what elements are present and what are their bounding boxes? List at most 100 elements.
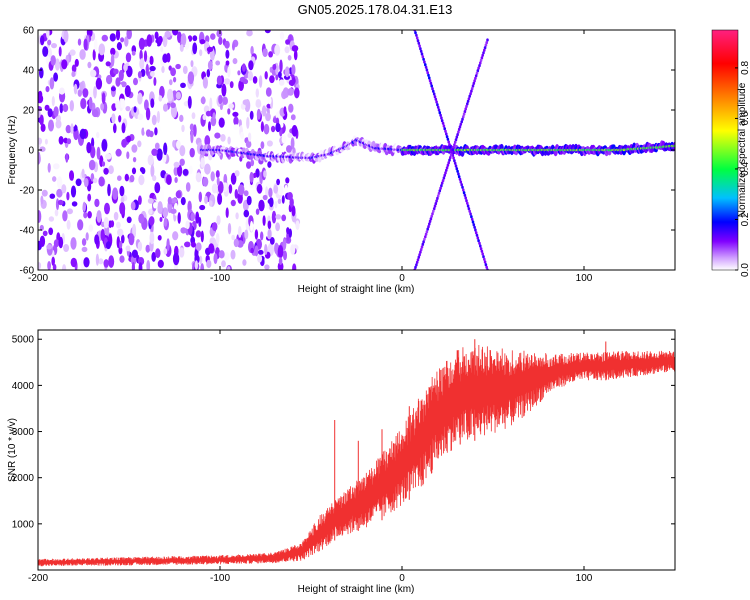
- noise-blob: [47, 162, 51, 173]
- noise-blob: [124, 85, 131, 98]
- noise-blob: [258, 249, 264, 255]
- noise-blob: [48, 227, 54, 236]
- crossing-line-1-mark: [435, 199, 438, 203]
- crossing-line-1-mark: [458, 125, 462, 129]
- noise-blob: [202, 114, 207, 121]
- crossing-line-0-mark: [441, 121, 445, 125]
- crossing-line-0-mark: [430, 84, 434, 88]
- noise-blob: [214, 132, 221, 139]
- crossing-line-1-mark: [470, 89, 473, 93]
- crossing-line-1-mark: [438, 189, 442, 193]
- noise-blob: [195, 211, 200, 224]
- noise-blob: [129, 174, 135, 183]
- noise-blob: [162, 34, 168, 48]
- noise-blob: [133, 77, 138, 86]
- noise-blob: [218, 250, 225, 259]
- noise-blob: [167, 88, 174, 102]
- crossing-line-1-mark: [456, 133, 459, 137]
- crossing-line-1-mark: [448, 158, 451, 162]
- noise-blob: [113, 68, 119, 75]
- noise-blob: [285, 177, 290, 184]
- crossing-line-1-mark: [452, 145, 455, 149]
- spectrogram-marks: [38, 30, 675, 270]
- noise-blob: [239, 31, 244, 39]
- noise-blob: [281, 135, 287, 144]
- crossing-line-1-mark: [447, 161, 451, 165]
- noise-blob: [116, 42, 122, 51]
- crossing-line-1-mark: [450, 150, 454, 154]
- crossing-line-0-mark: [457, 175, 461, 179]
- crossing-line-1-mark: [424, 232, 428, 236]
- noise-blob: [275, 222, 280, 232]
- noise-blob: [141, 167, 146, 175]
- noise-blob: [38, 262, 42, 270]
- colorbar-tick-label: 0.0: [740, 263, 750, 277]
- noise-blob: [284, 184, 288, 195]
- y-tick-label: 60: [23, 26, 35, 37]
- noise-blob: [101, 92, 106, 105]
- noise-blob: [181, 124, 185, 133]
- crossing-line-1-mark: [485, 41, 489, 45]
- noise-blob: [103, 259, 109, 268]
- noise-blob: [53, 72, 58, 82]
- noise-blob: [277, 198, 282, 204]
- noise-blob: [264, 264, 270, 270]
- colorbar: 0.0 0.2 0.4 0.6 0.8 Normalized spectral ampl…: [711, 29, 750, 277]
- noise-blob: [83, 257, 90, 268]
- noise-blob: [132, 223, 137, 237]
- noise-blob: [56, 176, 63, 189]
- x-tick-label: 100: [576, 273, 593, 284]
- noise-blob: [104, 202, 110, 215]
- x-tick-label: -100: [210, 573, 230, 584]
- crossing-line-0-mark: [466, 201, 469, 205]
- noise-blob: [230, 199, 236, 207]
- noise-blob: [244, 229, 249, 240]
- noise-blob: [55, 119, 62, 129]
- crossing-line-0-mark: [428, 76, 431, 80]
- noise-blob: [150, 164, 155, 178]
- noise-blob: [269, 237, 275, 245]
- noise-blob: [98, 43, 106, 56]
- noise-blob: [58, 46, 62, 57]
- y-tick-label: 20: [23, 106, 35, 117]
- crossing-line-0-mark: [452, 156, 455, 160]
- noise-blob: [126, 30, 132, 40]
- crossing-line-1-mark: [479, 61, 482, 65]
- y-tick-label: 5000: [12, 335, 35, 346]
- noise-blob: [283, 250, 287, 261]
- noise-blob: [153, 77, 157, 86]
- crossing-line-0-mark: [439, 113, 442, 117]
- noise-blob: [160, 189, 165, 203]
- noise-blob: [277, 185, 284, 196]
- noise-blob: [205, 35, 210, 43]
- noise-blob: [185, 182, 191, 192]
- crossing-line-1-mark: [436, 196, 439, 200]
- noise-blob: [216, 176, 220, 186]
- noise-blob: [120, 98, 126, 109]
- snr-x-axis-title: Height of straight line (km): [298, 584, 415, 595]
- noise-blob: [247, 132, 252, 142]
- noise-blob: [62, 103, 69, 113]
- crossing-line-0-mark: [478, 241, 481, 245]
- noise-blob: [271, 69, 277, 76]
- noise-blob: [95, 77, 103, 90]
- crossing-line-1-mark: [474, 74, 478, 78]
- crossing-line-1-mark: [428, 222, 431, 226]
- noise-blob: [159, 85, 165, 99]
- noise-blob: [260, 141, 265, 150]
- crossing-line-0-mark: [470, 215, 473, 219]
- crossing-line-1-mark: [472, 81, 476, 85]
- noise-blob: [48, 216, 55, 222]
- crossing-line-0-mark: [418, 44, 421, 48]
- noise-blob: [151, 114, 157, 126]
- noise-blob: [153, 202, 158, 209]
- noise-blob: [275, 73, 279, 81]
- noise-blob: [39, 146, 46, 152]
- crossing-line-1-mark: [426, 227, 430, 231]
- crossing-line-0-mark: [447, 140, 451, 144]
- noise-blob: [63, 244, 70, 252]
- crossing-line-0-mark: [416, 39, 420, 43]
- noise-blob: [290, 137, 295, 150]
- noise-blob: [206, 259, 212, 269]
- figure-title: GN05.2025.178.04.31.E13: [298, 2, 453, 17]
